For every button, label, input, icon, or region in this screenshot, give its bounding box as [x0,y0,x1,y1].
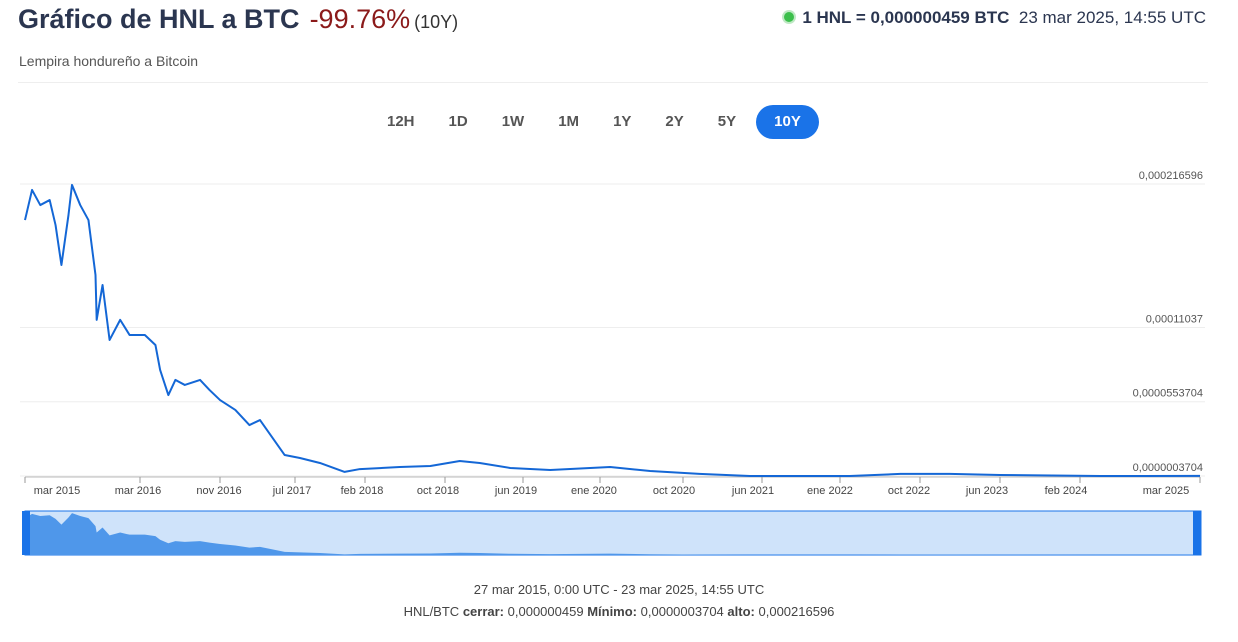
x-tick-label: jul 2017 [272,485,312,497]
tab-1y[interactable]: 1Y [613,113,632,130]
y-tick-label: 0,000216596 [1139,170,1203,182]
title-text: Gráfico de HNL a BTC [18,4,300,34]
navigator-handle-left[interactable] [22,511,30,555]
y-tick-label: 0,0000003704 [1133,462,1203,474]
tab-1m[interactable]: 1M [558,113,580,130]
change-period: (10Y) [414,12,459,32]
x-tick-label: oct 2020 [653,485,695,497]
close-label: cerrar: [462,604,505,619]
x-tick-label: mar 2016 [115,485,161,497]
min-value: 0,0000003704 [640,604,724,619]
pair-label: HNL/BTC [403,604,460,619]
x-tick-label: oct 2018 [417,485,459,497]
x-tick-label: jun 2019 [494,485,537,497]
rate-timestamp: 23 mar 2025, 14:55 UTC [1018,8,1206,27]
x-tick-label: feb 2024 [1045,485,1088,497]
price-line [24,183,1201,478]
period-tabs: 12H 1D 1W 1M 1Y 2Y 5Y 10Y [373,105,819,139]
rate-value: 1 HNL = 0,000000459 BTC [802,8,1010,27]
tab-12h[interactable]: 12H [387,113,415,130]
subtitle: Lempira hondureño a Bitcoin [19,53,199,69]
x-tick-label: ene 2022 [807,485,853,497]
close-value: 0,000000459 [507,604,584,619]
rate-display: 1 HNL = 0,000000459 BTC 23 mar 2025, 14:… [784,8,1206,28]
y-tick-label: 0,00011037 [1146,313,1203,325]
x-tick-label: nov 2016 [196,485,241,497]
tab-2y[interactable]: 2Y [665,113,684,130]
tab-10y[interactable]: 10Y [756,105,819,139]
y-tick-label: 0,0000553704 [1133,388,1203,400]
divider [18,82,1208,83]
summary: HNL/BTC cerrar: 0,000000459 Mínimo: 0,00… [0,604,1238,619]
x-tick-label: oct 2022 [888,485,930,497]
range-text: 27 mar 2015, 0:00 UTC - 23 mar 2025, 14:… [473,582,765,597]
tab-1w[interactable]: 1W [501,113,525,130]
tab-1d[interactable]: 1D [448,113,468,130]
x-tick-label: jun 2023 [965,485,1008,497]
change-percent: -99.76% [309,4,411,34]
navigator-area [25,513,1200,555]
x-tick-label: ene 2020 [571,485,617,497]
navigator-handle-right[interactable] [1193,511,1201,555]
page-title: Gráfico de HNL a BTC -99.76% (10Y) [18,4,458,35]
x-tick-label: mar 2025 [1143,485,1189,497]
chart: 0,000216596 0,00011037 0,0000553704 0,00000… [20,170,1205,556]
tab-5y[interactable]: 5Y [717,113,737,130]
min-label: Mínimo: [587,604,638,619]
max-value: 0,000216596 [758,604,835,619]
max-label: alto: [727,604,755,619]
x-tick-label: jun 2021 [731,485,774,497]
x-tick-label: feb 2018 [341,485,384,497]
live-dot-icon [784,12,795,22]
x-tick-label: mar 2015 [34,485,80,497]
